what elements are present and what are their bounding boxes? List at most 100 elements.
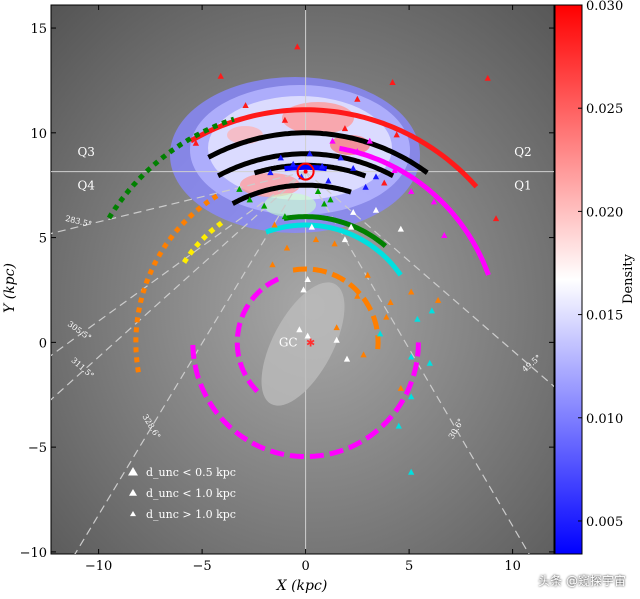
data-point <box>300 286 307 293</box>
sun-dot <box>303 169 308 174</box>
data-point <box>217 72 224 79</box>
colorbar-ticks: 0.005 0.010 0.015 0.020 0.025 0.030 <box>578 0 623 530</box>
x-tick-label: 10 <box>504 559 521 574</box>
quadrant-label: Q4 <box>77 178 95 192</box>
quadrant-label: Q1 <box>514 178 531 192</box>
data-point <box>408 393 415 400</box>
quadrant-labels: Q3 Q2 Q4 Q1 <box>77 145 531 193</box>
data-point <box>333 336 340 343</box>
x-tick-label: 0 <box>301 559 309 574</box>
data-point <box>366 137 373 144</box>
data-point <box>294 43 301 50</box>
data-point <box>395 422 402 429</box>
data-point <box>408 288 415 295</box>
data-point <box>360 351 367 358</box>
colorbar-tick-label: 0.010 <box>586 412 623 427</box>
spiral-arm <box>133 191 222 373</box>
sun-ring <box>296 162 315 181</box>
data-point <box>428 307 436 314</box>
data-point <box>304 276 311 282</box>
data-point <box>393 131 400 138</box>
legend-marker <box>128 467 138 476</box>
data-point <box>281 213 289 220</box>
data-point <box>414 315 421 322</box>
legend-label: d_unc < 1.0 kpc <box>146 487 236 500</box>
spiral-arm <box>207 130 429 175</box>
data-point <box>242 102 249 109</box>
data-point <box>347 223 355 230</box>
data-point <box>236 185 243 192</box>
data-point <box>350 164 357 171</box>
x-axis-ticks: −10 −5 0 5 10 <box>85 5 521 574</box>
spiral-arm <box>106 116 235 220</box>
data-point <box>271 221 278 228</box>
data-point <box>397 384 404 391</box>
y-tick-label: 15 <box>30 22 47 37</box>
watermark: 头条 @窥探宇宙 <box>538 574 626 588</box>
data-point <box>364 271 371 278</box>
data-point <box>314 187 322 194</box>
data-point <box>312 236 320 243</box>
x-tick-label: −10 <box>85 559 112 574</box>
data-point <box>321 200 328 207</box>
legend-marker <box>130 511 136 517</box>
sightline <box>74 171 307 554</box>
spiral-arm <box>234 275 284 393</box>
data-point <box>337 154 344 161</box>
galactic-bar <box>261 282 345 406</box>
data-point <box>354 292 361 299</box>
galactic-center-marker: ✱ GC <box>279 335 315 349</box>
data-point <box>430 198 438 205</box>
data-point <box>397 225 404 232</box>
spiral-arm <box>189 107 479 189</box>
data-point <box>372 206 380 213</box>
data-point <box>408 187 415 194</box>
data-points <box>192 43 500 475</box>
data-point <box>331 240 338 247</box>
colorbar-tick-label: 0.030 <box>586 0 623 14</box>
data-point <box>327 196 334 203</box>
x-tick-label: 5 <box>405 559 413 574</box>
colorbar-tick-label: 0.005 <box>586 515 623 530</box>
data-point <box>308 223 315 230</box>
sightline <box>51 171 307 401</box>
data-point <box>325 177 332 184</box>
colorbar-label: Density <box>621 253 636 304</box>
data-point <box>391 167 398 173</box>
data-point <box>341 125 349 132</box>
y-tick-label: 5 <box>39 232 47 247</box>
x-tick-label: −5 <box>193 559 212 574</box>
data-point <box>350 208 357 215</box>
data-point <box>269 261 276 268</box>
data-point <box>296 326 303 333</box>
data-point <box>341 236 349 243</box>
data-point <box>261 202 268 209</box>
data-point <box>372 173 380 180</box>
data-point <box>441 231 448 238</box>
data-point <box>426 359 433 366</box>
quadrant-label: Q2 <box>514 145 531 159</box>
legend: d_unc < 0.5 kpc d_unc < 1.0 kpc d_unc > 1.… <box>128 466 236 521</box>
data-point <box>381 179 388 186</box>
data-point <box>389 79 396 85</box>
colorbar-tick-label: 0.015 <box>586 309 623 324</box>
data-point <box>267 169 274 176</box>
spiral-arm <box>339 145 491 276</box>
data-point <box>306 150 313 157</box>
data-point <box>354 95 361 102</box>
data-point <box>304 332 311 339</box>
y-tick-label: 10 <box>30 127 47 142</box>
spiral-arm <box>292 266 381 356</box>
y-axis-label: Y (kpc) <box>2 263 18 313</box>
legend-label: d_unc > 1.0 kpc <box>146 508 236 521</box>
data-point <box>408 353 415 360</box>
data-point <box>354 148 361 155</box>
data-point <box>283 244 291 251</box>
data-point <box>387 299 394 305</box>
data-point <box>246 196 253 203</box>
data-point <box>192 139 200 146</box>
data-point <box>362 183 369 190</box>
data-point <box>434 296 442 303</box>
quadrant-label: Q3 <box>77 145 94 159</box>
data-point <box>277 154 284 161</box>
